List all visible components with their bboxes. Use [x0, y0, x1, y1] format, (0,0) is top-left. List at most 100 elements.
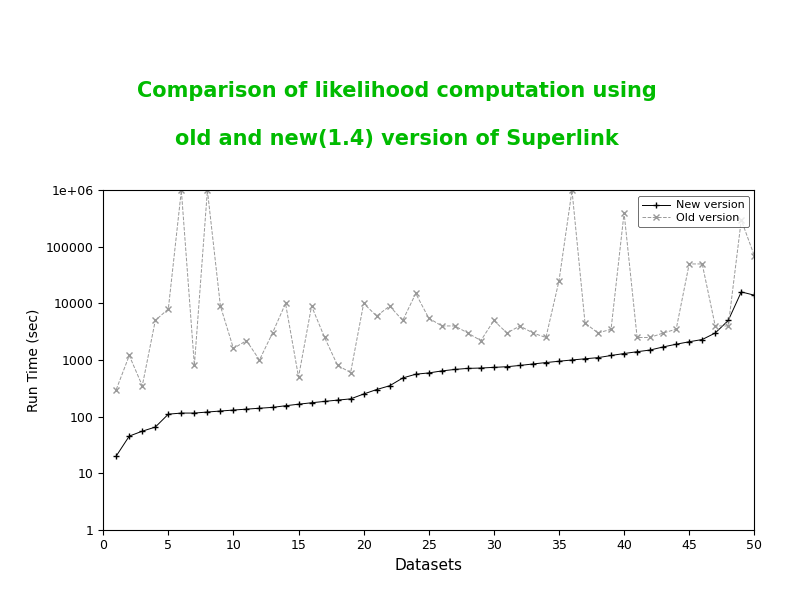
Old version — [697, 261, 707, 268]
New version — [229, 406, 238, 414]
New version — [359, 390, 368, 397]
Old version — [567, 187, 576, 194]
New version — [385, 382, 395, 389]
Old version — [476, 337, 486, 344]
Old version — [580, 320, 590, 327]
New version — [463, 365, 472, 372]
Old version — [424, 315, 434, 322]
Legend: New version, Old version: New version, Old version — [638, 196, 749, 227]
New version — [151, 424, 160, 431]
New version — [176, 409, 186, 416]
Old version — [593, 330, 603, 337]
New version — [294, 400, 303, 408]
New version — [111, 452, 121, 459]
New version — [216, 408, 225, 415]
Old version — [125, 352, 134, 359]
Old version — [333, 362, 342, 369]
Text: old and new(1.4) version of Superlink: old and new(1.4) version of Superlink — [175, 129, 619, 149]
New version — [737, 289, 746, 296]
New version — [437, 367, 446, 374]
Old version — [515, 322, 525, 330]
Old version — [554, 277, 564, 284]
Old version — [398, 317, 407, 324]
Old version — [542, 334, 551, 341]
New version — [241, 406, 251, 413]
New version — [424, 369, 434, 377]
New version — [580, 355, 590, 362]
New version — [593, 354, 603, 361]
Old version — [151, 317, 160, 324]
New version — [306, 399, 316, 406]
New version — [697, 336, 707, 343]
Old version — [176, 187, 186, 194]
Old version — [137, 382, 147, 389]
Old version — [359, 300, 368, 307]
Old version — [450, 322, 460, 330]
Line: New version: New version — [113, 289, 757, 459]
New version — [202, 408, 212, 415]
New version — [632, 348, 642, 355]
New version — [476, 365, 486, 372]
Old version — [723, 322, 733, 330]
Old version — [229, 345, 238, 352]
New version — [320, 398, 330, 405]
Old version — [268, 330, 277, 337]
New version — [268, 404, 277, 411]
Old version — [346, 369, 356, 376]
New version — [450, 366, 460, 373]
Text: Comparison of likelihood computation using: Comparison of likelihood computation usi… — [137, 81, 657, 101]
X-axis label: Datasets: Datasets — [395, 558, 463, 573]
New version — [723, 317, 733, 324]
Old version — [632, 334, 642, 341]
Old version — [607, 325, 616, 333]
New version — [619, 350, 629, 357]
Line: Old version: Old version — [113, 187, 757, 393]
New version — [502, 363, 511, 370]
New version — [646, 346, 655, 353]
New version — [333, 396, 342, 403]
New version — [567, 356, 576, 364]
Old version — [528, 330, 538, 337]
Old version — [164, 305, 173, 312]
Old version — [306, 302, 316, 309]
Old version — [750, 252, 759, 259]
Old version — [281, 300, 291, 307]
New version — [607, 352, 616, 359]
Old version — [385, 302, 395, 309]
Old version — [737, 217, 746, 224]
Old version — [489, 317, 499, 324]
Old version — [320, 334, 330, 341]
Old version — [619, 209, 629, 217]
Old version — [255, 356, 264, 364]
Old version — [241, 337, 251, 344]
Old version — [672, 325, 681, 333]
New version — [164, 411, 173, 418]
New version — [515, 362, 525, 369]
New version — [684, 338, 694, 345]
Old version — [202, 187, 212, 194]
New version — [125, 433, 134, 440]
Old version — [646, 334, 655, 341]
New version — [528, 361, 538, 368]
New version — [542, 359, 551, 366]
New version — [750, 292, 759, 299]
Old version — [711, 322, 720, 330]
Old version — [111, 386, 121, 393]
New version — [658, 343, 668, 350]
New version — [255, 405, 264, 412]
Old version — [437, 322, 446, 330]
Old version — [372, 312, 381, 320]
New version — [554, 358, 564, 365]
New version — [190, 409, 199, 416]
New version — [281, 402, 291, 409]
Old version — [411, 290, 421, 297]
Old version — [658, 330, 668, 337]
New version — [398, 374, 407, 381]
Old version — [463, 330, 472, 337]
New version — [372, 386, 381, 393]
New version — [489, 364, 499, 371]
New version — [137, 428, 147, 435]
New version — [411, 371, 421, 378]
Y-axis label: Run Time (sec): Run Time (sec) — [26, 308, 40, 412]
New version — [346, 395, 356, 402]
